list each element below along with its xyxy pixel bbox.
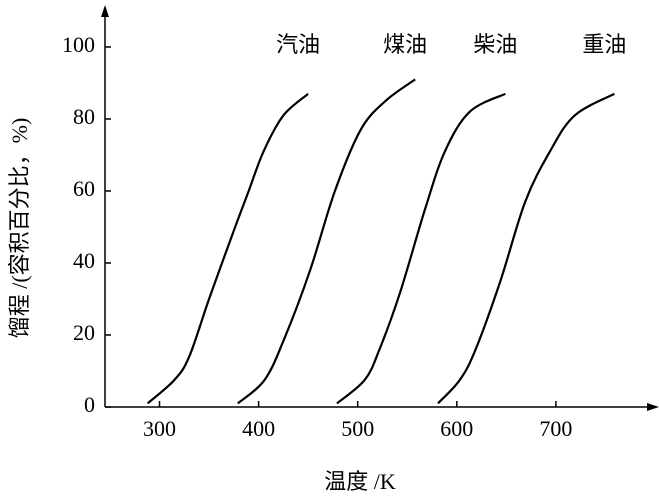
y-axis-title: 馏程 /(容积百分比，%) <box>7 118 32 339</box>
y-tick-label: 80 <box>73 104 95 129</box>
series-label: 重油 <box>582 32 626 57</box>
x-tick-label: 600 <box>440 416 473 441</box>
x-axis-title: 温度 /K <box>324 469 396 494</box>
curve <box>437 92 615 405</box>
y-tick-label: 20 <box>73 320 95 345</box>
series-label: 汽油 <box>276 32 320 57</box>
curve <box>237 78 416 405</box>
y-tick-label: 40 <box>73 248 95 273</box>
y-axis-arrow <box>101 5 109 17</box>
x-tick-label: 400 <box>242 416 275 441</box>
y-tick-label: 0 <box>84 392 95 417</box>
x-tick-label: 300 <box>143 416 176 441</box>
y-tick-label: 100 <box>62 32 95 57</box>
x-axis-arrow <box>647 403 659 411</box>
x-tick-label: 700 <box>539 416 572 441</box>
curve <box>336 92 506 405</box>
curve <box>146 92 309 405</box>
series-label: 煤油 <box>383 32 427 57</box>
y-tick-label: 60 <box>73 176 95 201</box>
x-tick-label: 500 <box>341 416 374 441</box>
series-label: 柴油 <box>473 32 517 57</box>
